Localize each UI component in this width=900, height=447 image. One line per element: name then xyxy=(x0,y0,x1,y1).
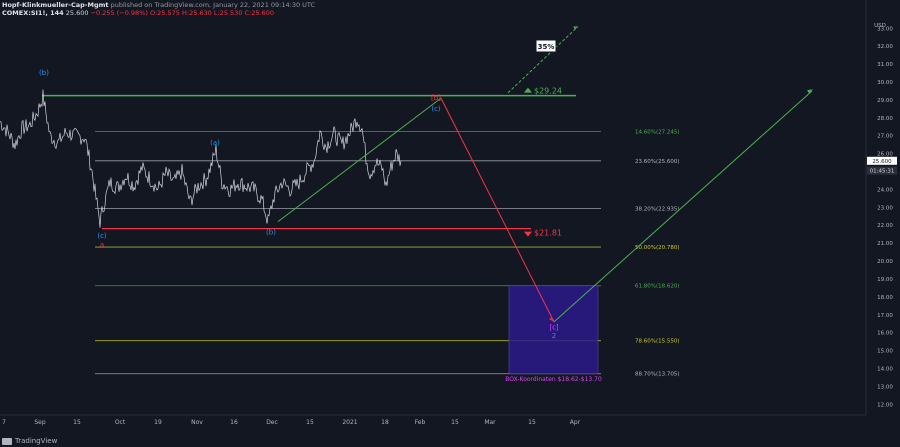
fib-label: 23.60%(25.600) xyxy=(635,159,680,165)
price-badge-bg xyxy=(867,166,897,175)
ohlc-values: O:25.575 H:25.630 L:25.530 C:25.600 xyxy=(149,9,274,17)
y-tick-label: 22.00 xyxy=(877,223,893,229)
fib-label: 50.00%(20.780) xyxy=(635,245,680,251)
target-badge-bg xyxy=(535,39,557,53)
y-tick-label: 29.00 xyxy=(877,98,893,104)
x-tick-label: Oct xyxy=(115,419,126,426)
box-label: BOX-Koordinaten $18.62-$13.70 xyxy=(505,376,602,383)
x-tick-label: Mar xyxy=(484,419,496,426)
wave-label: a xyxy=(100,241,104,249)
y-tick-label: 27.00 xyxy=(877,134,893,140)
fib-label: 78.60%(15.550) xyxy=(635,339,680,345)
x-tick-label: 15 xyxy=(306,419,314,426)
y-axis[interactable]: USD 12.00 13.00 14.00 15.00 16.00 17.00 18.00 19… xyxy=(867,23,897,408)
projection-down-line xyxy=(440,97,555,323)
target-badge: 35% xyxy=(538,43,555,51)
y-tick-label: 15.00 xyxy=(877,349,893,355)
x-tick-label: 15 xyxy=(73,419,81,426)
y-tick-label: 14.00 xyxy=(877,366,893,372)
y-tick-label: 20.00 xyxy=(877,259,893,265)
y-tick-label: 19.00 xyxy=(877,277,893,283)
x-tick-label: 2021 xyxy=(342,419,357,426)
x-tick-label: Dec xyxy=(266,419,278,426)
x-tick-label: 7 xyxy=(2,419,6,426)
y-tick-label: 28.00 xyxy=(877,116,893,122)
y-tick-label: 18.00 xyxy=(877,295,893,301)
resistance-label: $29.24 xyxy=(534,87,562,96)
wave-label: (b) xyxy=(39,69,49,77)
fib-label: 38.20%(22.935) xyxy=(635,207,680,213)
x-tick-label: Nov xyxy=(191,419,203,426)
x-tick-label: Feb xyxy=(415,419,426,426)
y-tick-label: 31.00 xyxy=(877,62,893,68)
uptrend-line-1 xyxy=(277,97,442,223)
price-line xyxy=(0,89,402,228)
y-tick-label: 32.00 xyxy=(877,44,893,50)
support-label: $21.81 xyxy=(534,229,562,238)
wave-label: (c) xyxy=(97,232,107,240)
y-tick-label: 30.00 xyxy=(877,80,893,86)
wave-label: (c) xyxy=(431,105,441,113)
wave-labels: 35%(b)(a)(c)a(b)[b](c)[c]2 xyxy=(39,39,559,340)
projection-up-line xyxy=(553,90,813,323)
target-box-rect xyxy=(508,285,599,375)
wave-label: [c] xyxy=(549,323,559,331)
brand-label: TradingView xyxy=(15,437,58,445)
y-tick-label: 16.00 xyxy=(877,331,893,337)
arrow-head-icon xyxy=(549,317,554,322)
fib-levels: 14.60%(27.245) 23.60%(25.600) 38.20%(22.93… xyxy=(42,87,680,378)
target-box: BOX-Koordinaten $18.62-$13.70 xyxy=(505,285,602,383)
author-name[interactable]: Hopf-Klinkmueller-Cap-Mgmt xyxy=(2,1,109,9)
publish-info: published on TradingView.com, January 22… xyxy=(110,1,316,9)
chart-grid xyxy=(0,0,867,416)
chart-header: Hopf-Klinkmueller-Cap-Mgmt published on … xyxy=(2,1,315,17)
x-tick-label: 15 xyxy=(528,419,536,426)
y-tick-label: 24.00 xyxy=(877,187,893,193)
x-tick-label: Apr xyxy=(570,419,581,426)
down-arrow-icon xyxy=(524,231,532,237)
y-tick-label: 13.00 xyxy=(877,384,893,390)
price-badge: 25.600 xyxy=(872,159,892,165)
symbol-label[interactable]: COMEX:SI1!, 144 xyxy=(2,9,64,17)
arrow-head-icon xyxy=(573,26,578,30)
price-change: −0.255 (−0.98%) xyxy=(90,9,148,17)
y-tick-label: 33.00 xyxy=(877,26,893,32)
wave-label: (a) xyxy=(210,139,220,147)
x-tick-label: 18 xyxy=(381,419,389,426)
y-tick-label: 17.00 xyxy=(877,313,893,319)
projection-lines xyxy=(277,26,813,323)
x-tick-label: Sep xyxy=(34,419,46,426)
footer-brand[interactable]: TradingView xyxy=(2,437,57,445)
x-tick-label: 19 xyxy=(154,419,162,426)
wave-label: 2 xyxy=(552,332,556,340)
fib-label: 88.70%(13.705) xyxy=(635,372,680,378)
price-badge-bg xyxy=(867,156,897,165)
x-axis[interactable]: 7 Sep 15 Oct 19 Nov 16 Dec 15 2021 18 Feb 15 Mar 15 Apr xyxy=(2,419,581,426)
wave-label: [b] xyxy=(431,94,441,102)
currency-label: USD xyxy=(874,23,886,29)
x-tick-label: 15 xyxy=(451,419,459,426)
last-price: 25.600 xyxy=(65,9,89,17)
price-series xyxy=(0,89,402,228)
price-badge: 01:45:31 xyxy=(870,169,895,175)
y-tick-label: 12.00 xyxy=(877,402,893,408)
target-dashed-line xyxy=(507,26,579,94)
up-arrow-icon xyxy=(524,87,532,93)
fib-label: 14.60%(27.245) xyxy=(635,129,680,135)
fib-label: 61.80%(18.620) xyxy=(635,284,680,290)
tradingview-logo-icon xyxy=(2,437,12,445)
x-tick-label: 16 xyxy=(230,419,238,426)
y-tick-label: 23.00 xyxy=(877,205,893,211)
wave-label: (b) xyxy=(266,228,276,236)
y-tick-label: 21.00 xyxy=(877,241,893,247)
arrow-head-icon xyxy=(807,89,813,94)
y-tick-label: 26.00 xyxy=(877,152,893,158)
